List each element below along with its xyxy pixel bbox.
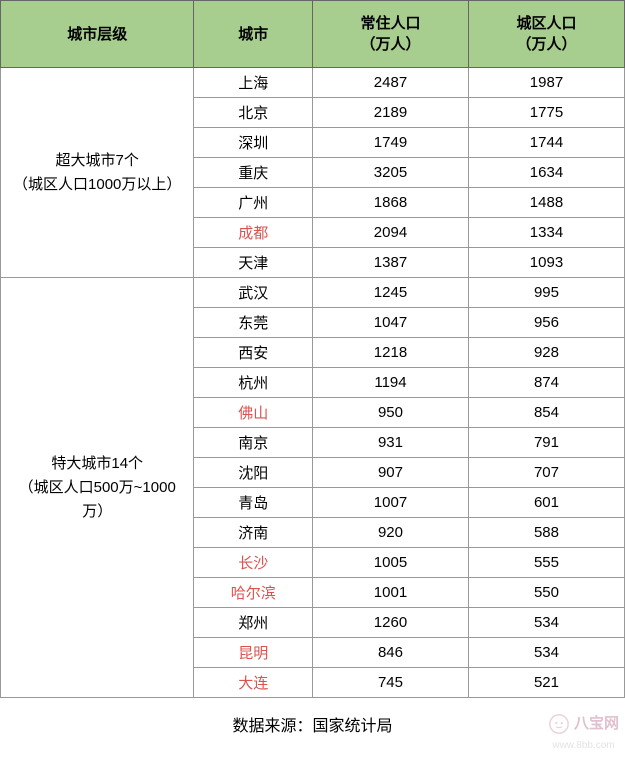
tier-title: 特大城市14个	[9, 452, 185, 476]
resident-cell: 907	[312, 458, 468, 488]
city-tier-table: 城市层级 城市 常住人口（万人） 城区人口（万人） 超大城市7个（城区人口100…	[0, 0, 625, 698]
urban-cell: 555	[468, 548, 624, 578]
city-cell: 佛山	[194, 398, 313, 428]
resident-cell: 1260	[312, 608, 468, 638]
watermark-url: www.8bb.com	[548, 740, 619, 752]
city-cell: 沈阳	[194, 458, 313, 488]
table-row: 特大城市14个（城区人口500万~1000万）武汉1245995	[1, 278, 625, 308]
watermark: 八宝网 www.8bb.com	[548, 713, 619, 752]
resident-cell: 1868	[312, 188, 468, 218]
city-cell: 深圳	[194, 128, 313, 158]
urban-cell: 521	[468, 668, 624, 698]
urban-cell: 1634	[468, 158, 624, 188]
city-cell: 广州	[194, 188, 313, 218]
city-cell: 西安	[194, 338, 313, 368]
resident-cell: 2189	[312, 98, 468, 128]
urban-cell: 874	[468, 368, 624, 398]
table-header: 城市层级 城市 常住人口（万人） 城区人口（万人）	[1, 1, 625, 68]
urban-cell: 1488	[468, 188, 624, 218]
urban-cell: 854	[468, 398, 624, 428]
city-cell: 哈尔滨	[194, 578, 313, 608]
watermark-logo: 八宝网	[548, 713, 619, 735]
urban-cell: 928	[468, 338, 624, 368]
resident-cell: 920	[312, 518, 468, 548]
urban-cell: 534	[468, 638, 624, 668]
watermark-brand: 八宝网	[574, 715, 619, 733]
urban-cell: 1775	[468, 98, 624, 128]
urban-cell: 995	[468, 278, 624, 308]
urban-cell: 534	[468, 608, 624, 638]
city-cell: 武汉	[194, 278, 313, 308]
urban-cell: 956	[468, 308, 624, 338]
resident-cell: 1005	[312, 548, 468, 578]
city-cell: 长沙	[194, 548, 313, 578]
city-cell: 郑州	[194, 608, 313, 638]
tier-desc: （城区人口500万~1000万）	[9, 476, 185, 524]
city-cell: 上海	[194, 68, 313, 98]
urban-cell: 707	[468, 458, 624, 488]
resident-cell: 1218	[312, 338, 468, 368]
baby-icon	[548, 713, 570, 735]
urban-cell: 1987	[468, 68, 624, 98]
city-cell: 成都	[194, 218, 313, 248]
table-body: 超大城市7个（城区人口1000万以上）上海24871987北京21891775深…	[1, 68, 625, 698]
urban-cell: 1334	[468, 218, 624, 248]
resident-cell: 1007	[312, 488, 468, 518]
resident-cell: 1749	[312, 128, 468, 158]
table-row: 超大城市7个（城区人口1000万以上）上海24871987	[1, 68, 625, 98]
col-header-resident: 常住人口（万人）	[312, 1, 468, 68]
city-cell: 天津	[194, 248, 313, 278]
city-cell: 青岛	[194, 488, 313, 518]
resident-cell: 2094	[312, 218, 468, 248]
tier-cell: 超大城市7个（城区人口1000万以上）	[1, 68, 194, 278]
resident-cell: 1387	[312, 248, 468, 278]
urban-cell: 588	[468, 518, 624, 548]
tier-title: 超大城市7个	[9, 149, 185, 173]
resident-cell: 745	[312, 668, 468, 698]
tier-desc: （城区人口1000万以上）	[9, 173, 185, 197]
resident-cell: 846	[312, 638, 468, 668]
city-cell: 昆明	[194, 638, 313, 668]
resident-cell: 1001	[312, 578, 468, 608]
col-header-tier: 城市层级	[1, 1, 194, 68]
urban-cell: 550	[468, 578, 624, 608]
resident-cell: 1047	[312, 308, 468, 338]
resident-cell: 1194	[312, 368, 468, 398]
urban-cell: 1093	[468, 248, 624, 278]
data-source: 数据来源：国家统计局	[0, 698, 625, 758]
col-header-urban: 城区人口（万人）	[468, 1, 624, 68]
city-cell: 济南	[194, 518, 313, 548]
resident-cell: 950	[312, 398, 468, 428]
resident-cell: 931	[312, 428, 468, 458]
city-cell: 南京	[194, 428, 313, 458]
urban-cell: 791	[468, 428, 624, 458]
city-cell: 杭州	[194, 368, 313, 398]
tier-cell: 特大城市14个（城区人口500万~1000万）	[1, 278, 194, 698]
urban-cell: 1744	[468, 128, 624, 158]
col-header-city: 城市	[194, 1, 313, 68]
city-cell: 北京	[194, 98, 313, 128]
city-cell: 大连	[194, 668, 313, 698]
city-cell: 东莞	[194, 308, 313, 338]
resident-cell: 2487	[312, 68, 468, 98]
resident-cell: 3205	[312, 158, 468, 188]
urban-cell: 601	[468, 488, 624, 518]
resident-cell: 1245	[312, 278, 468, 308]
city-cell: 重庆	[194, 158, 313, 188]
